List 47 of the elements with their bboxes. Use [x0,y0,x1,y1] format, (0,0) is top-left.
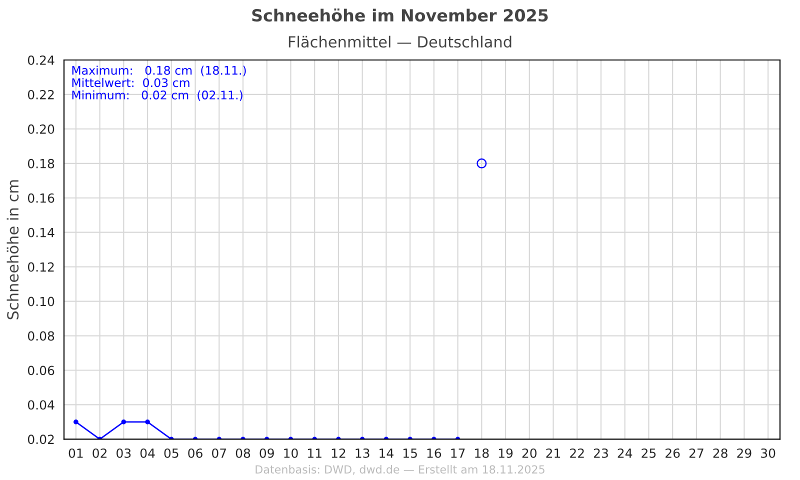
y-tick-label: 0.22 [28,90,54,100]
x-tick-label: 16 [427,448,442,458]
x-tick-label: 10 [284,448,298,458]
y-tick-label: 0.20 [28,124,54,134]
x-tick-label: 08 [236,448,250,458]
y-tick-label: 0.04 [28,400,54,410]
x-tick-label: 26 [666,448,680,458]
text: Datenbasis: DWD, dwd.de — Erstellt am 18.11.2025 [256,465,544,475]
x-tick-label: 28 [713,448,728,458]
y-tick-label: 0.10 [28,296,54,306]
y-tick-label: 0.08 [28,331,54,341]
x-tick-label: 11 [308,448,322,458]
x-tick-label: 21 [546,448,560,458]
x-tick-label: 30 [761,448,776,458]
x-tick-label: 27 [689,448,704,458]
x-tick-label: 25 [642,448,656,458]
x-tick-label: 02 [92,448,106,458]
x-tick-label: 09 [260,448,274,458]
y-tick-label: 0.12 [28,262,54,272]
y-tick-label: 0.06 [28,366,54,376]
x-tick-label: 14 [380,448,394,458]
y-tick-label: 0.16 [28,193,54,203]
x-tick-label: 07 [212,448,226,458]
x-tick-label: 24 [618,448,632,458]
x-tick-label: 04 [140,448,155,458]
annotation: Maximum: 0.18 cm (18.11.) Mittelwert: 0.03 cm Minimum: 0.02 cm (02.11.) [72,66,246,101]
x-tick-label: 22 [570,448,584,458]
x-tick-label: 01 [68,448,83,458]
x-tick-label: 18 [475,448,489,458]
x-tick-label: 17 [451,448,465,458]
x-tick-label: 06 [188,448,202,458]
chart-title: Schneehöhe im November 2025 [252,8,548,22]
x-tick-label: 29 [737,448,752,458]
chart-subtitle: Flächenmittel — Deutschland [288,36,512,48]
x-tick-label: 19 [498,448,513,458]
x-tick-label: 23 [594,448,608,458]
x-tick-label: 20 [522,448,537,458]
x-tick-label: 05 [164,448,178,458]
y-axis-title: Schneehöhe in cm [6,180,19,320]
x-tick-label: 15 [403,448,417,458]
x-tick-label: 13 [356,448,370,458]
y-tick-label: 0.02 [28,434,54,444]
y-tick-label: 0.24 [28,55,54,65]
y-tick-label: 0.18 [28,158,54,168]
y-tick-label: 0.14 [28,228,54,238]
x-tick-label: 12 [332,448,346,458]
x-tick-label: 03 [116,448,131,458]
